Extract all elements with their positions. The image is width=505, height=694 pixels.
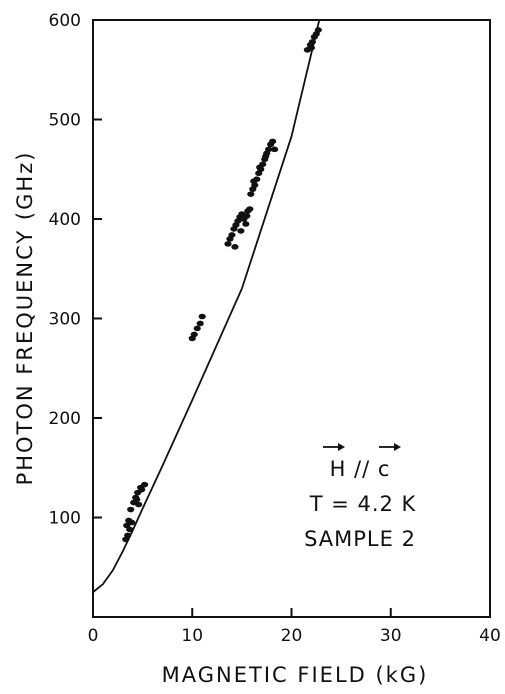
data-point bbox=[237, 228, 245, 234]
data-point bbox=[190, 331, 198, 338]
vector-arrow-h-icon bbox=[323, 443, 345, 451]
y-tick-label: 400 bbox=[49, 210, 81, 230]
annotation-sample: SAMPLE 2 bbox=[304, 527, 416, 551]
data-point bbox=[242, 221, 250, 227]
data-point bbox=[247, 191, 255, 197]
data-point bbox=[124, 532, 132, 539]
y-axis-label: PHOTON FREQUENCY (GHz) bbox=[13, 151, 37, 486]
x-tick-label: 0 bbox=[88, 626, 99, 646]
data-point bbox=[271, 146, 279, 153]
data-point bbox=[246, 206, 254, 212]
x-tick-label: 10 bbox=[181, 626, 203, 646]
data-point bbox=[262, 153, 270, 160]
plot-frame bbox=[92, 19, 491, 618]
data-point bbox=[250, 178, 258, 184]
data-point bbox=[135, 501, 143, 508]
point-layer bbox=[122, 27, 322, 543]
annotation-block: H // c T = 4.2 K SAMPLE 2 bbox=[304, 443, 416, 551]
x-tick-label: 20 bbox=[281, 626, 303, 646]
data-point bbox=[198, 313, 206, 320]
data-point bbox=[228, 232, 236, 238]
y-tick-label: 300 bbox=[49, 310, 81, 330]
y-tick-label: 600 bbox=[49, 11, 81, 31]
y-tick-label: 100 bbox=[49, 509, 81, 529]
y-tick-label: 500 bbox=[49, 111, 81, 131]
data-point bbox=[133, 496, 141, 503]
vector-arrow-c-icon bbox=[379, 443, 401, 451]
data-point bbox=[141, 481, 149, 488]
data-point bbox=[307, 45, 315, 51]
data-point bbox=[314, 27, 322, 33]
y-tick-label: 200 bbox=[49, 409, 81, 429]
x-tick-label: 40 bbox=[479, 626, 501, 646]
data-point bbox=[126, 526, 134, 533]
data-point bbox=[196, 320, 204, 327]
fit-line bbox=[92, 19, 321, 593]
data-point bbox=[224, 241, 232, 247]
tick-layer: 0 10 20 30 40 100 200 300 400 500 600 bbox=[49, 11, 501, 646]
data-point bbox=[243, 213, 251, 219]
annotation-temperature: T = 4.2 K bbox=[309, 492, 417, 516]
data-point bbox=[127, 506, 135, 513]
line-layer bbox=[92, 19, 321, 593]
x-axis-label: MAGNETIC FIELD (kG) bbox=[162, 663, 429, 687]
data-point bbox=[256, 164, 264, 171]
data-point bbox=[128, 519, 136, 526]
x-tick-label: 30 bbox=[380, 626, 402, 646]
data-point bbox=[265, 146, 273, 153]
data-point bbox=[308, 39, 316, 45]
data-point bbox=[269, 138, 277, 145]
annotation-field-label: H // c bbox=[330, 457, 391, 481]
data-point bbox=[138, 486, 146, 493]
data-point bbox=[231, 244, 239, 250]
data-point bbox=[193, 325, 201, 332]
